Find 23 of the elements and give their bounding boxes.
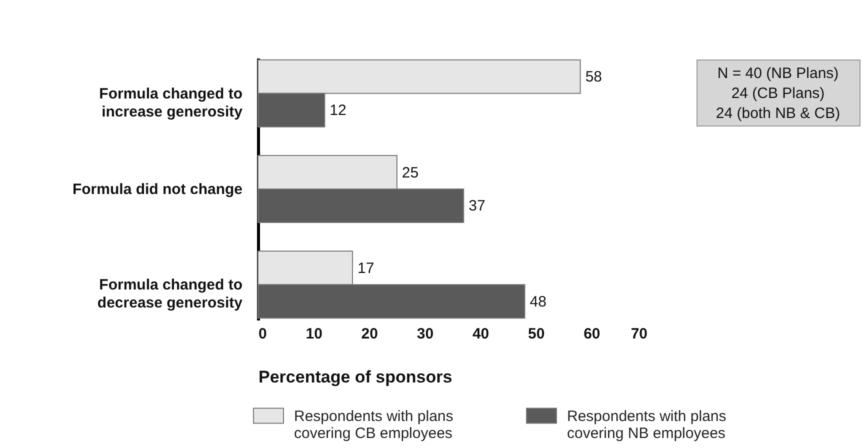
text: 24 (both NB & CB) [716, 105, 840, 122]
data-label: 37 [468, 198, 486, 215]
x-tick-label: 40 [472, 326, 490, 342]
y-tick-label: Formula changed to increase generosity [99, 85, 244, 120]
data-label: 48 [530, 293, 546, 310]
text: N = 40 (NB Plans) [717, 65, 839, 82]
x-tick-label: 30 [416, 326, 434, 342]
data-label: 25 [402, 164, 419, 182]
legend-label: Respondents with plans covering NB employees [567, 408, 726, 442]
x-tick-label: 10 [306, 326, 322, 342]
y-tick-label: Formula changed to decrease generosity [97, 276, 244, 312]
x-axis-title: Percentage of sponsors [258, 368, 452, 386]
x-tick-label: 0 [258, 326, 267, 342]
x-tick-label: 60 [584, 326, 600, 342]
y-tick-label: Formula did not change [72, 181, 242, 198]
data-label: 12 [330, 102, 346, 120]
x-tick-label: 20 [361, 326, 378, 342]
x-tick-label: 70 [630, 326, 648, 342]
data-label: 58 [585, 68, 602, 86]
data-label: 17 [357, 260, 374, 277]
legend-label: Respondents with plans covering CB employees [294, 408, 454, 442]
x-tick-label: 50 [528, 326, 545, 342]
text: 24 (CB Plans) [731, 85, 825, 102]
